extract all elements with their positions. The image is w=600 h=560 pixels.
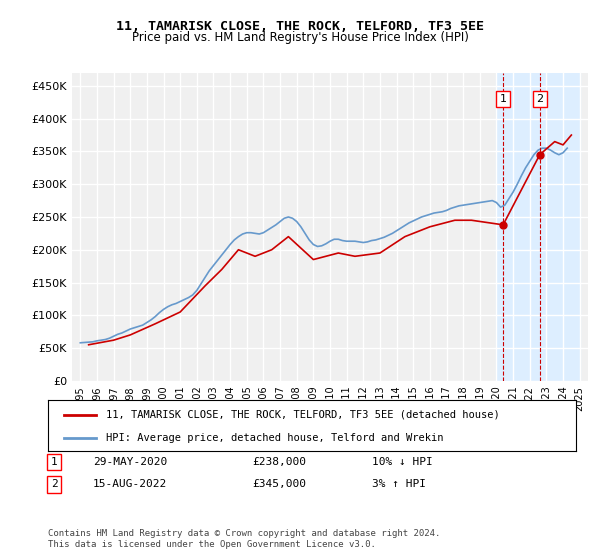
Text: 3% ↑ HPI: 3% ↑ HPI [372,479,426,489]
Text: 11, TAMARISK CLOSE, THE ROCK, TELFORD, TF3 5EE: 11, TAMARISK CLOSE, THE ROCK, TELFORD, T… [116,20,484,32]
Text: 15-AUG-2022: 15-AUG-2022 [93,479,167,489]
Text: 10% ↓ HPI: 10% ↓ HPI [372,457,433,467]
Text: Price paid vs. HM Land Registry's House Price Index (HPI): Price paid vs. HM Land Registry's House … [131,31,469,44]
Text: 11, TAMARISK CLOSE, THE ROCK, TELFORD, TF3 5EE (detached house): 11, TAMARISK CLOSE, THE ROCK, TELFORD, T… [106,409,500,419]
Text: Contains HM Land Registry data © Crown copyright and database right 2024.
This d: Contains HM Land Registry data © Crown c… [48,529,440,549]
Text: £345,000: £345,000 [252,479,306,489]
Text: £238,000: £238,000 [252,457,306,467]
Text: 29-MAY-2020: 29-MAY-2020 [93,457,167,467]
Bar [496,73,580,381]
Text: HPI: Average price, detached house, Telford and Wrekin: HPI: Average price, detached house, Telf… [106,433,443,443]
Text: 2: 2 [50,479,58,489]
Text: 1: 1 [50,457,58,467]
Text: 1: 1 [500,94,506,104]
Text: 2: 2 [536,94,543,104]
